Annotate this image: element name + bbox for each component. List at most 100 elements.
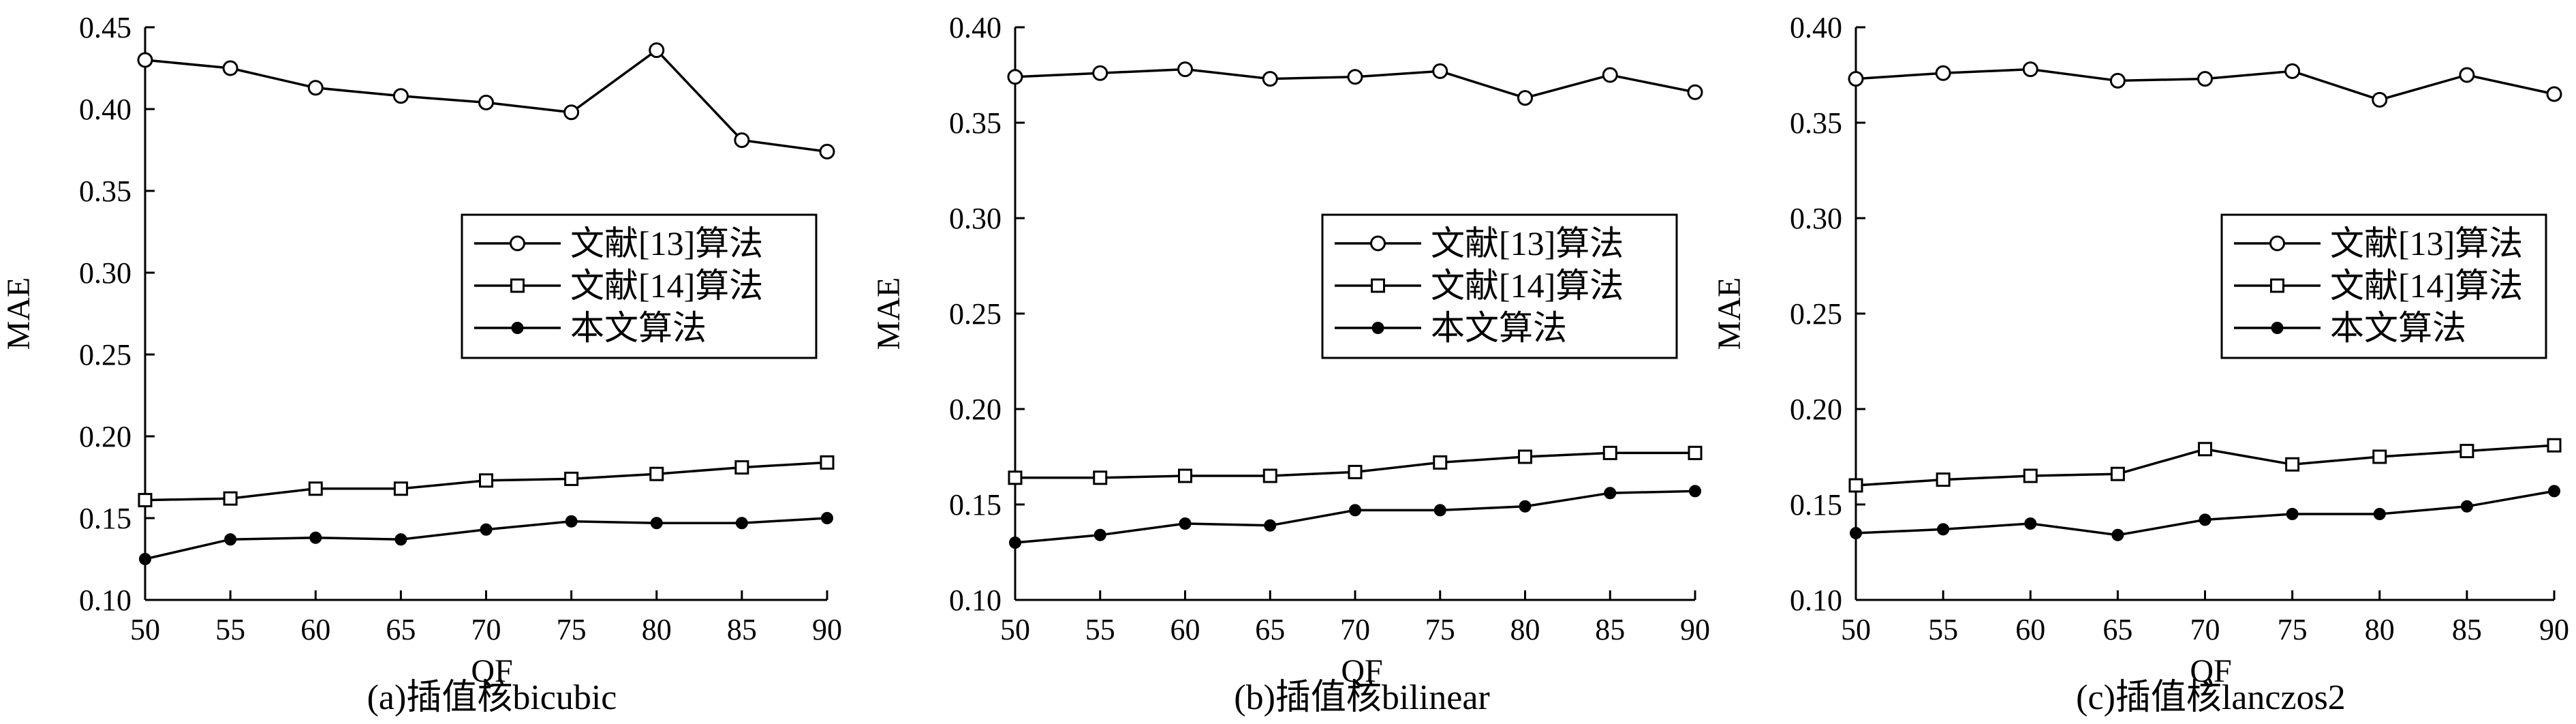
data-point <box>563 104 580 121</box>
y-tick-label: 0.15 <box>79 502 131 535</box>
y-tick-label: 0.25 <box>949 297 1002 331</box>
series-1 <box>1007 61 1703 106</box>
x-tick-label: 50 <box>130 613 160 646</box>
data-point <box>1093 470 1108 485</box>
legend-marker <box>2269 235 2285 252</box>
data-point <box>1264 519 1277 532</box>
data-point <box>1602 67 1618 83</box>
data-point <box>2284 63 2301 79</box>
chart-panel-1: 0.10 0.15 0.20 0.25 0.30 0.35 0.40 0.45 50 55 60 65… <box>1 11 842 717</box>
series-3 <box>1850 485 2560 541</box>
data-point <box>2459 444 2474 459</box>
x-tick-label: 65 <box>386 613 416 646</box>
data-point <box>307 80 324 96</box>
data-point <box>2285 457 2300 472</box>
y-tick-label: 0.40 <box>79 93 131 126</box>
data-point <box>821 512 833 524</box>
data-point <box>2546 86 2562 102</box>
data-point <box>1092 65 1108 81</box>
data-point <box>308 481 323 496</box>
data-point <box>2109 72 2126 89</box>
series-3 <box>139 512 833 565</box>
legend-label: 文献[14]算法 <box>570 267 763 305</box>
y-tick-label: 0.35 <box>79 175 131 208</box>
series-2 <box>1008 445 1703 485</box>
data-point <box>1432 63 1448 79</box>
y-axis-title: MAE <box>871 277 907 350</box>
data-point <box>2023 468 2038 483</box>
series-1 <box>137 42 835 160</box>
data-point <box>2373 508 2386 520</box>
series-2 <box>138 455 835 508</box>
data-point <box>139 553 151 565</box>
chart-panel-3: 0.10 0.15 0.20 0.25 0.30 0.35 0.40 50 55 60 65 70 75… <box>1711 11 2569 717</box>
data-point <box>2111 528 2124 541</box>
y-tick-label: 0.15 <box>1790 488 1842 522</box>
data-point <box>1178 468 1192 483</box>
x-axis-title: QF <box>2190 653 2231 689</box>
data-point <box>1433 455 1448 470</box>
data-point <box>222 60 238 76</box>
x-tick-label: 90 <box>2539 613 2569 646</box>
y-tick-label: 0.20 <box>949 393 1002 426</box>
x-tick-label: 70 <box>1340 613 1370 646</box>
x-tick-label: 75 <box>1425 613 1455 646</box>
x-tick-label: 60 <box>300 613 330 646</box>
data-point <box>224 533 237 546</box>
legend-marker <box>2270 278 2284 293</box>
x-tick-label: 65 <box>1255 613 1285 646</box>
series-3 <box>1009 485 1701 549</box>
x-tick-label: 70 <box>2190 613 2220 646</box>
data-point <box>2548 485 2560 498</box>
data-point <box>1935 65 1951 81</box>
legend-marker <box>1371 278 1385 293</box>
data-point <box>1689 485 1701 498</box>
x-tick-label: 85 <box>1595 613 1625 646</box>
data-point <box>649 466 664 481</box>
y-axis-title: MAE <box>1711 277 1748 350</box>
chart-caption: (c)插值核lanczos2 <box>2076 678 2346 717</box>
data-point <box>1093 528 1106 541</box>
x-tick-label: 55 <box>215 613 245 646</box>
data-point <box>734 132 750 149</box>
x-tick-label: 55 <box>1085 613 1115 646</box>
data-point <box>1602 445 1617 460</box>
data-point <box>2459 67 2475 83</box>
data-point <box>1848 478 1863 493</box>
y-tick-label: 0.15 <box>949 488 1002 522</box>
data-point <box>1348 464 1363 479</box>
data-point <box>1009 537 1021 549</box>
data-point <box>1519 500 1532 513</box>
data-point <box>2022 61 2038 78</box>
y-tick-label: 0.25 <box>79 338 131 372</box>
data-point <box>1008 470 1023 485</box>
data-point <box>565 515 578 528</box>
data-point <box>1347 69 1363 85</box>
y-tick-label: 0.30 <box>1790 202 1842 235</box>
x-tick-label: 80 <box>1510 613 1540 646</box>
x-tick-label: 80 <box>642 613 672 646</box>
data-point <box>734 460 749 475</box>
legend-label: 文献[14]算法 <box>2330 267 2523 305</box>
legend-label: 文献[14]算法 <box>1431 267 1624 305</box>
x-axis-title: QF <box>1341 653 1382 689</box>
data-point <box>2372 91 2388 108</box>
data-point <box>2372 449 2387 464</box>
legend-marker <box>510 235 525 252</box>
y-tick-label: 0.30 <box>79 256 131 290</box>
data-point <box>819 143 835 160</box>
legend-marker <box>511 322 524 334</box>
data-point <box>1850 527 1862 539</box>
data-point <box>479 473 493 488</box>
data-point <box>223 491 238 506</box>
y-axis-title: MAE <box>1 277 37 350</box>
legend-marker <box>2271 322 2284 334</box>
legend-label: 本文算法 <box>2330 309 2466 347</box>
data-point <box>1007 69 1023 85</box>
x-tick-label: 85 <box>727 613 757 646</box>
data-point <box>735 517 748 530</box>
legend-label: 本文算法 <box>570 309 707 347</box>
data-point <box>138 493 153 508</box>
